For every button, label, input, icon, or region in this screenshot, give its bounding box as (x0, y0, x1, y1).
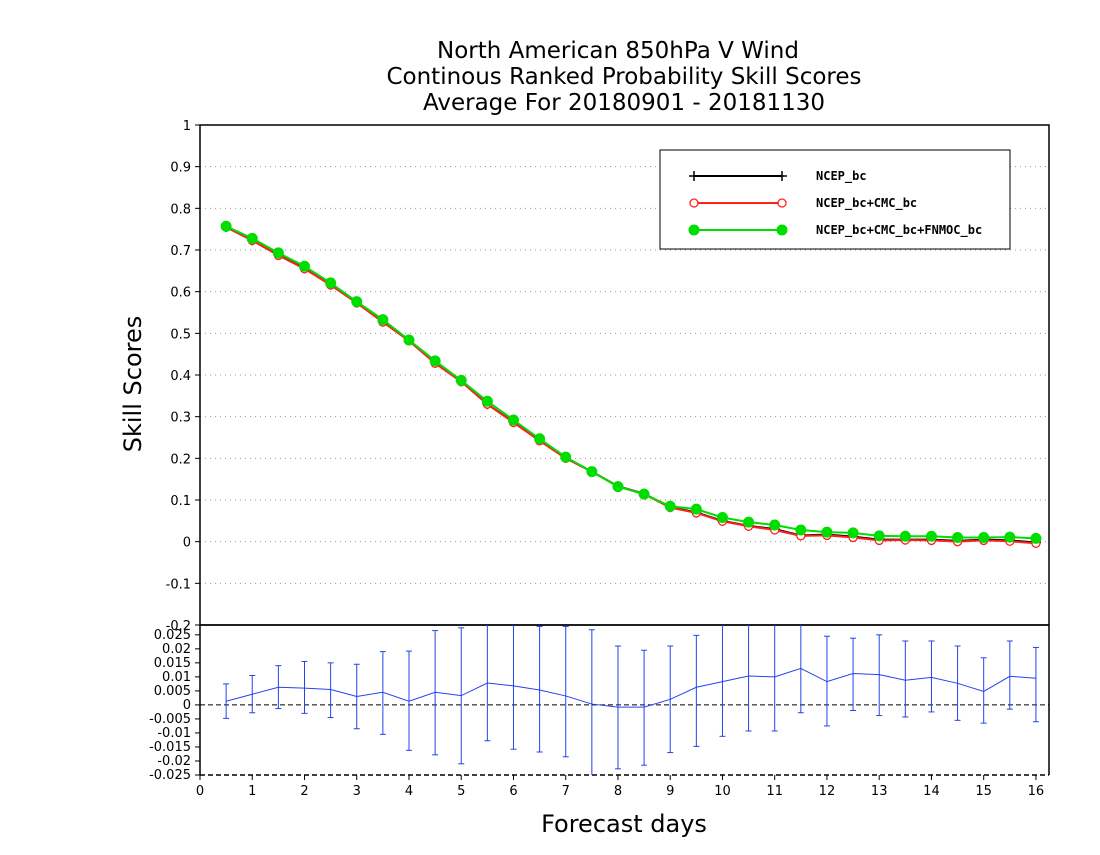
y-tick-label: 0.6 (170, 286, 191, 301)
y-tick-label: 0.005 (154, 684, 191, 699)
series-line-3 (225, 225, 1036, 540)
y-tick-label: 0 (183, 698, 191, 713)
y-tick-label: 0.8 (170, 202, 191, 217)
x-tick-label: 0 (196, 784, 204, 799)
point-3 (925, 530, 937, 542)
x-tick-label: 3 (353, 784, 361, 799)
point-3 (455, 374, 467, 386)
y-tick-label: 0.01 (162, 670, 191, 685)
x-tick-label: 7 (562, 784, 570, 799)
point-3 (743, 516, 755, 528)
x-tick-label: 15 (975, 784, 992, 799)
chart-title-line-1: North American 850hPa V Wind (437, 38, 799, 64)
point-3 (847, 527, 859, 539)
point-3 (612, 481, 624, 493)
y-tick-label: 0.2 (170, 452, 191, 467)
point-3 (429, 355, 441, 367)
legend-label-1: NCEP_bc (816, 169, 867, 184)
point-3 (325, 277, 337, 289)
point-3 (664, 500, 676, 512)
y-tick-label: 0.015 (154, 656, 191, 671)
legend-marker (689, 171, 699, 181)
y-tick-label: 0.3 (170, 411, 191, 426)
point-3 (1004, 531, 1016, 543)
y-tick-label: 0.7 (170, 244, 191, 259)
point-3 (377, 314, 389, 326)
point-3 (534, 433, 546, 445)
y-tick-label: -0.1 (166, 577, 191, 592)
chart-title-line-2: Continous Ranked Probability Skill Score… (386, 64, 861, 90)
point-3 (220, 220, 232, 232)
point-3 (716, 512, 728, 523)
legend-marker (777, 171, 787, 181)
y-tick-label: 1 (183, 119, 191, 134)
point-3 (952, 532, 964, 543)
point-3 (586, 466, 598, 478)
x-tick-label: 2 (300, 784, 308, 799)
legend-marker (689, 198, 699, 208)
x-tick-label: 8 (614, 784, 622, 799)
y-tick-label: 0.1 (170, 494, 191, 509)
point-3 (873, 530, 885, 542)
point-3 (769, 519, 781, 531)
legend-marker (688, 224, 700, 236)
y-tick-label: -0.005 (149, 712, 191, 727)
x-tick-label: 6 (509, 784, 517, 799)
x-tick-label: 10 (714, 784, 731, 799)
point-3 (638, 488, 650, 500)
y-tick-label: 0 (183, 536, 191, 551)
x-tick-label: 14 (923, 784, 940, 799)
point-3 (978, 532, 990, 543)
x-tick-label: 11 (766, 784, 783, 799)
x-tick-label: 5 (457, 784, 465, 799)
y-tick-label: -0.01 (157, 726, 191, 741)
legend-label-2: NCEP_bc+CMC_bc (816, 196, 917, 211)
y-tick-label: -0.2 (166, 619, 191, 634)
y-tick-label: 0.025 (154, 628, 191, 643)
y-tick-label: -0.015 (149, 740, 191, 755)
legend-marker (776, 224, 788, 236)
point-3 (821, 526, 833, 538)
point-3 (795, 524, 807, 536)
difference-line (225, 667, 1036, 708)
x-tick-label: 9 (666, 784, 674, 799)
series-line-1 (225, 226, 1037, 544)
y-tick-label: 0.5 (170, 327, 191, 342)
y-tick-label: 0.02 (162, 642, 191, 657)
point-3 (1030, 532, 1042, 544)
legend-marker (777, 198, 787, 208)
y-tick-label: -0.025 (149, 768, 191, 783)
legend-label-3: NCEP_bc+CMC_bc+FNMOC_bc (816, 223, 982, 238)
y-tick-label: 0.4 (170, 369, 191, 384)
chart-title-line-3: Average For 20180901 - 20181130 (423, 90, 825, 116)
x-axis-label: Forecast days (541, 810, 707, 838)
point-3 (298, 260, 310, 272)
x-tick-label: 16 (1028, 784, 1045, 799)
point-3 (351, 296, 363, 308)
x-tick-label: 4 (405, 784, 413, 799)
point-3 (690, 503, 702, 515)
series-line-2 (225, 226, 1037, 545)
x-tick-label: 12 (819, 784, 836, 799)
y-tick-label: 0.9 (170, 161, 191, 176)
x-tick-label: 1 (248, 784, 256, 799)
point-3 (899, 530, 911, 542)
y-axis-label: Skill Scores (119, 316, 147, 453)
point-3 (403, 334, 415, 346)
x-tick-label: 13 (871, 784, 888, 799)
point-3 (481, 395, 493, 407)
point-3 (560, 451, 572, 463)
legend-box (659, 149, 1011, 250)
point-3 (507, 414, 519, 426)
point-3 (246, 232, 258, 244)
point-3 (272, 247, 284, 259)
y-tick-label: -0.02 (157, 754, 191, 769)
